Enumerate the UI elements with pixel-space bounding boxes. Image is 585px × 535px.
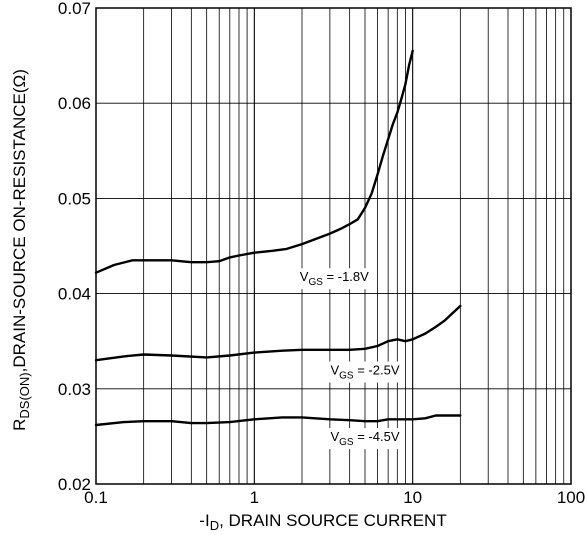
series-label: VGS = -1.8V (300, 269, 369, 288)
series-label: VGS = -2.5V (330, 363, 399, 382)
y-tick-label: 0.05 (58, 189, 91, 208)
x-tick-label: 10 (403, 488, 422, 507)
plot-frame (95, 7, 572, 485)
series-label-background (328, 361, 402, 383)
y-tick-label: 0.04 (58, 285, 91, 304)
series-group: VGS = -1.8V VGS = -2.5V VGS = -4.5V (94, 49, 462, 450)
x-axis-label: -ID, DRAIN SOURCE CURRENT (199, 511, 446, 533)
y-tick-label: 0.06 (58, 94, 91, 113)
series-label: VGS = -4.5V (330, 429, 399, 448)
y-tick-label: 0.03 (58, 380, 91, 399)
series-line (94, 49, 414, 274)
grid (96, 8, 571, 484)
x-tick-label: 1 (250, 488, 259, 507)
series-line (94, 414, 462, 427)
series-label-background (297, 268, 372, 290)
y-axis-label: RDS(ON),DRAIN-SOURCE ON-RESISTANCE(Ω) (10, 69, 32, 431)
x-tick-label: 0.1 (84, 488, 108, 507)
y-tick-label: 0.07 (58, 0, 91, 18)
y-tick-label: 0.02 (58, 475, 91, 494)
series-line (94, 304, 462, 362)
series-label-background (328, 428, 402, 450)
tick-labels: 0.1 1 10 100 0.02 0.03 0.04 0.05 0.06 0.07 (58, 0, 585, 507)
x-tick-label: 100 (557, 488, 585, 507)
